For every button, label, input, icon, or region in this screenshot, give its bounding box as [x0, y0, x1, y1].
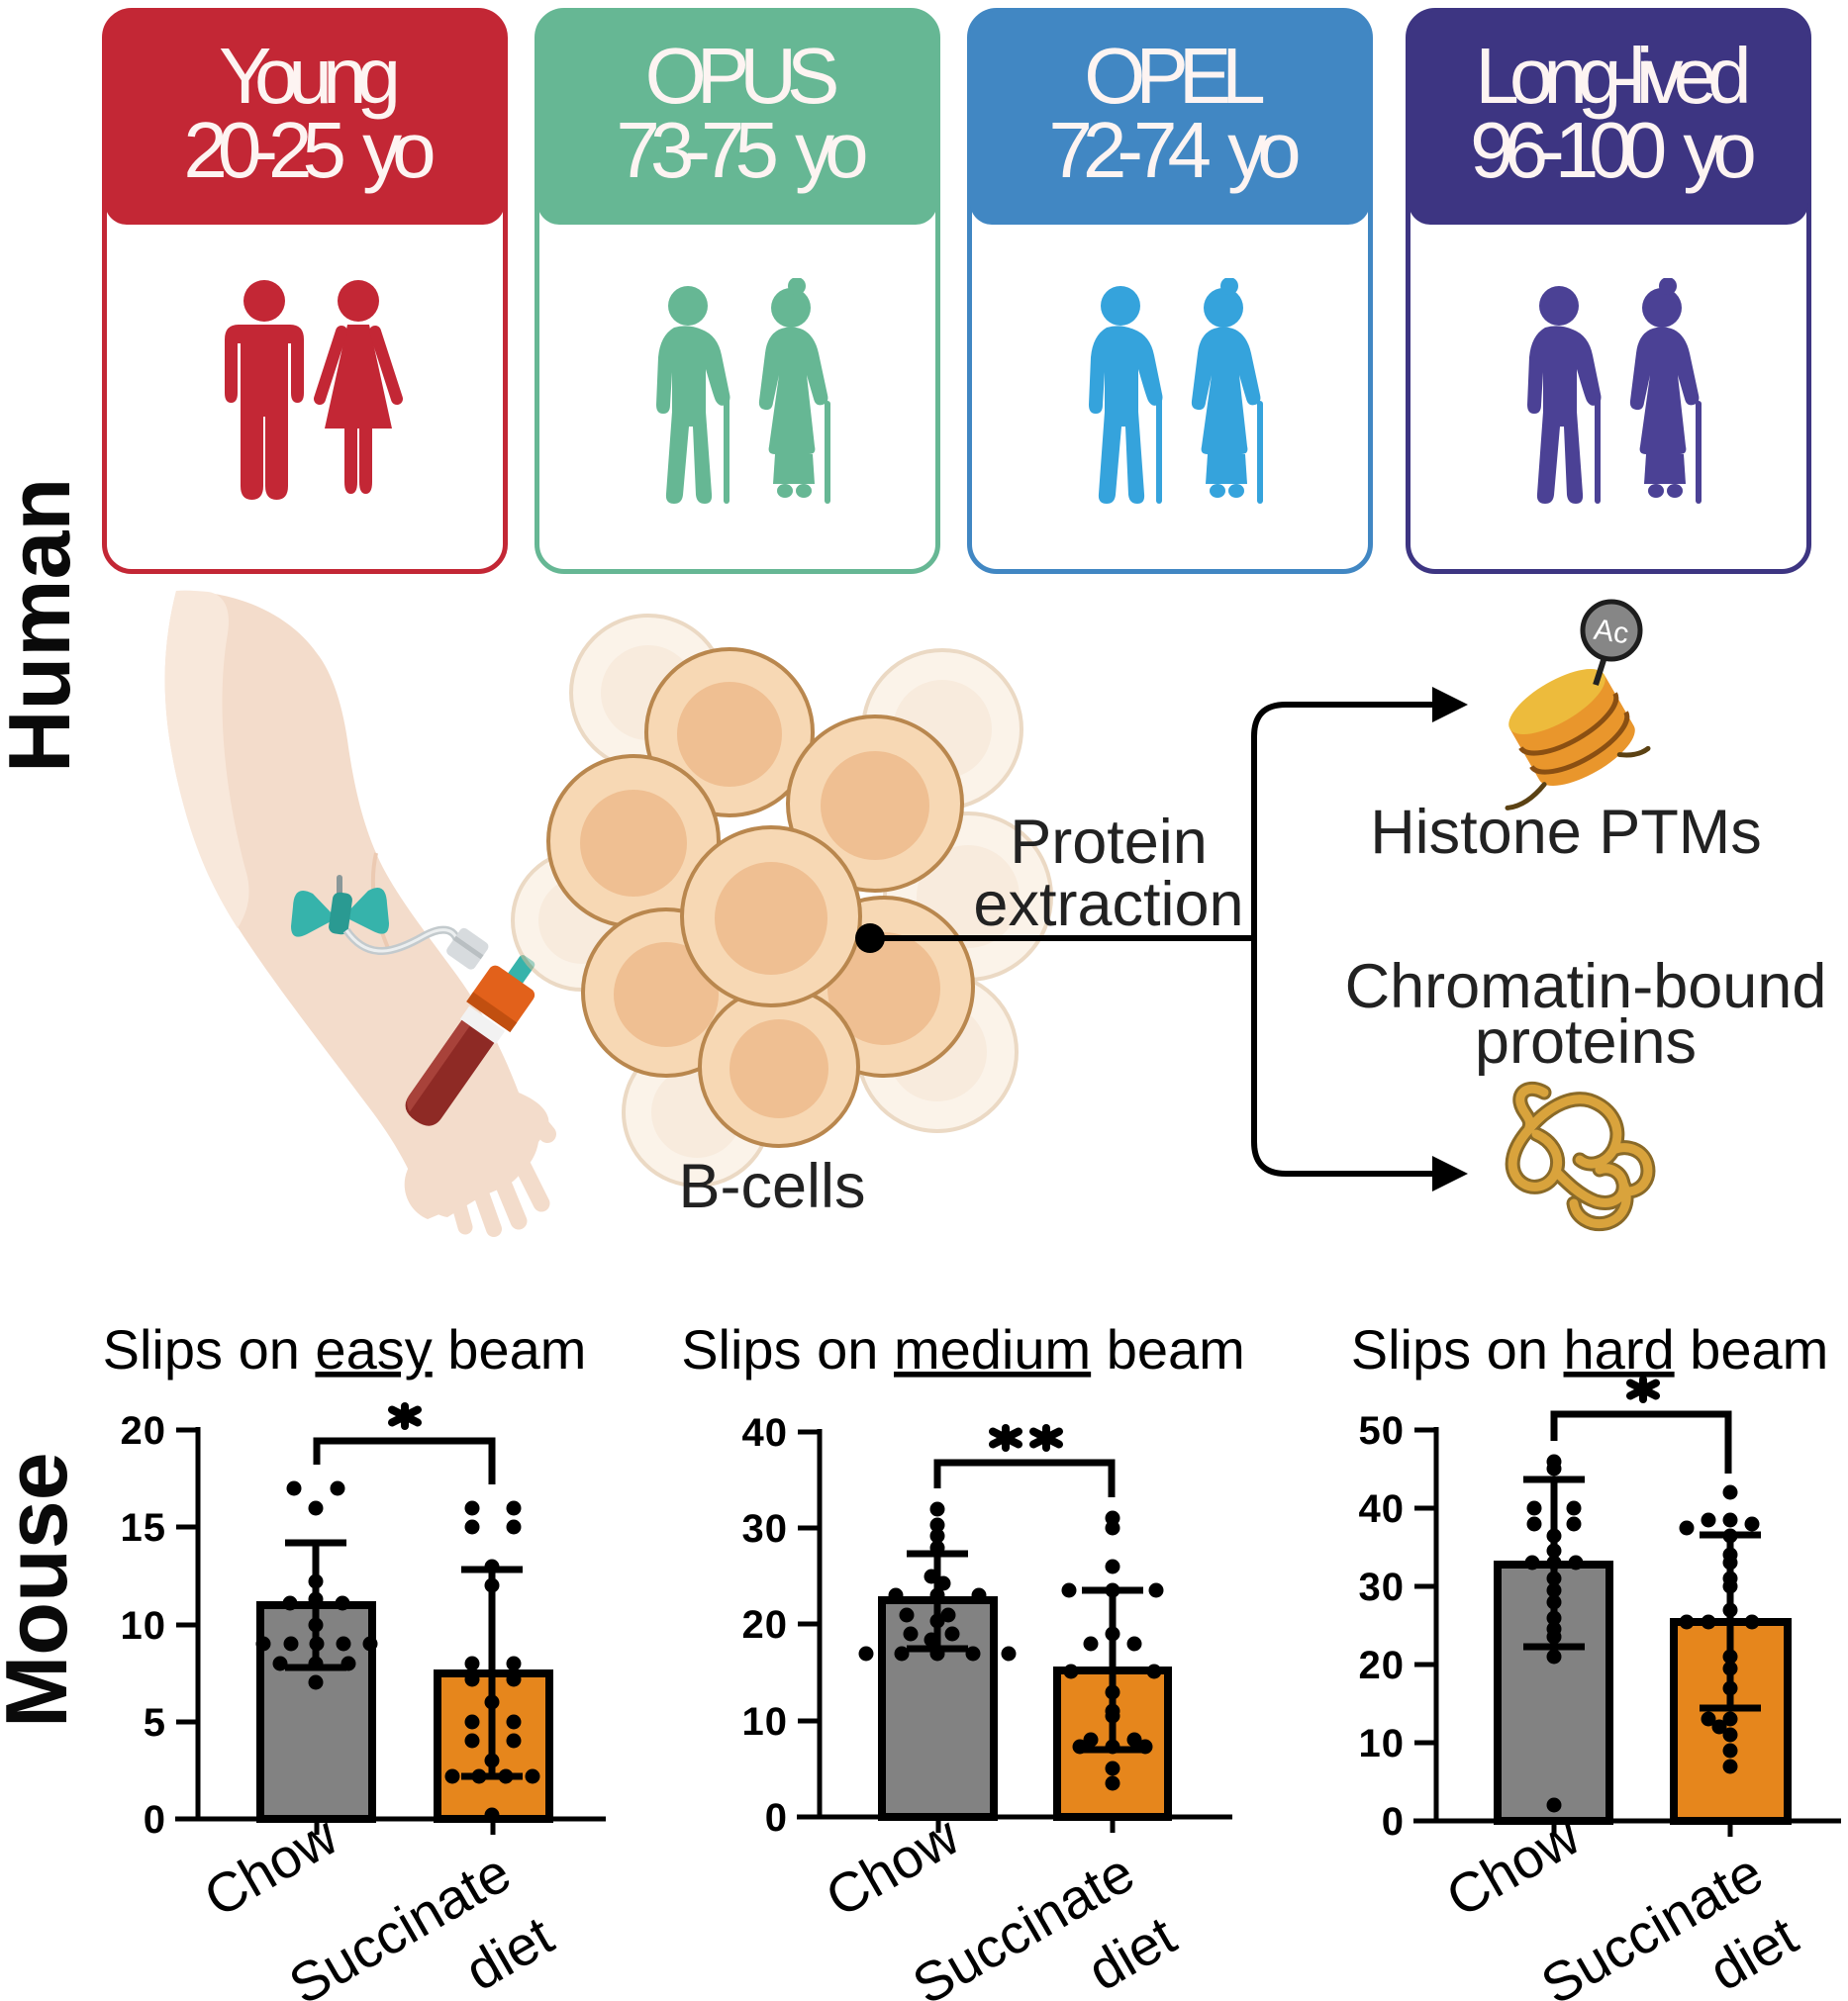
svg-text:Slips on hard beam: Slips on hard beam [1351, 1318, 1829, 1381]
svg-text:20: 20 [1359, 1644, 1406, 1687]
svg-text:30: 30 [1359, 1566, 1406, 1609]
svg-text:50: 50 [1359, 1409, 1406, 1453]
svg-text:Chromatin-bound: Chromatin-bound [1345, 952, 1827, 1021]
svg-text:10: 10 [742, 1700, 789, 1744]
svg-text:B-cells: B-cells [678, 1152, 865, 1221]
svg-text:Ac: Ac [1592, 614, 1630, 651]
svg-text:20: 20 [121, 1409, 167, 1453]
svg-text:Histone PTMs: Histone PTMs [1370, 798, 1762, 867]
svg-text:20: 20 [742, 1603, 789, 1647]
svg-text:Slips on easy beam: Slips on easy beam [103, 1318, 587, 1381]
svg-text:10: 10 [1359, 1722, 1406, 1765]
svg-text:0: 0 [1382, 1800, 1405, 1844]
svg-text:10: 10 [121, 1604, 167, 1648]
svg-text:40: 40 [1359, 1487, 1406, 1531]
svg-text:0: 0 [144, 1798, 166, 1842]
svg-text:15: 15 [121, 1506, 167, 1550]
svg-text:extraction: extraction [973, 870, 1243, 939]
svg-text:30: 30 [742, 1507, 789, 1551]
svg-text:Slips on medium beam: Slips on medium beam [681, 1318, 1245, 1381]
svg-text:proteins: proteins [1475, 1007, 1697, 1077]
svg-text:Protein: Protein [1010, 808, 1208, 877]
svg-text:Chow: Chow [816, 1804, 970, 1929]
svg-text:0: 0 [765, 1796, 788, 1840]
svg-text:5: 5 [144, 1701, 166, 1745]
svg-text:40: 40 [742, 1411, 789, 1455]
